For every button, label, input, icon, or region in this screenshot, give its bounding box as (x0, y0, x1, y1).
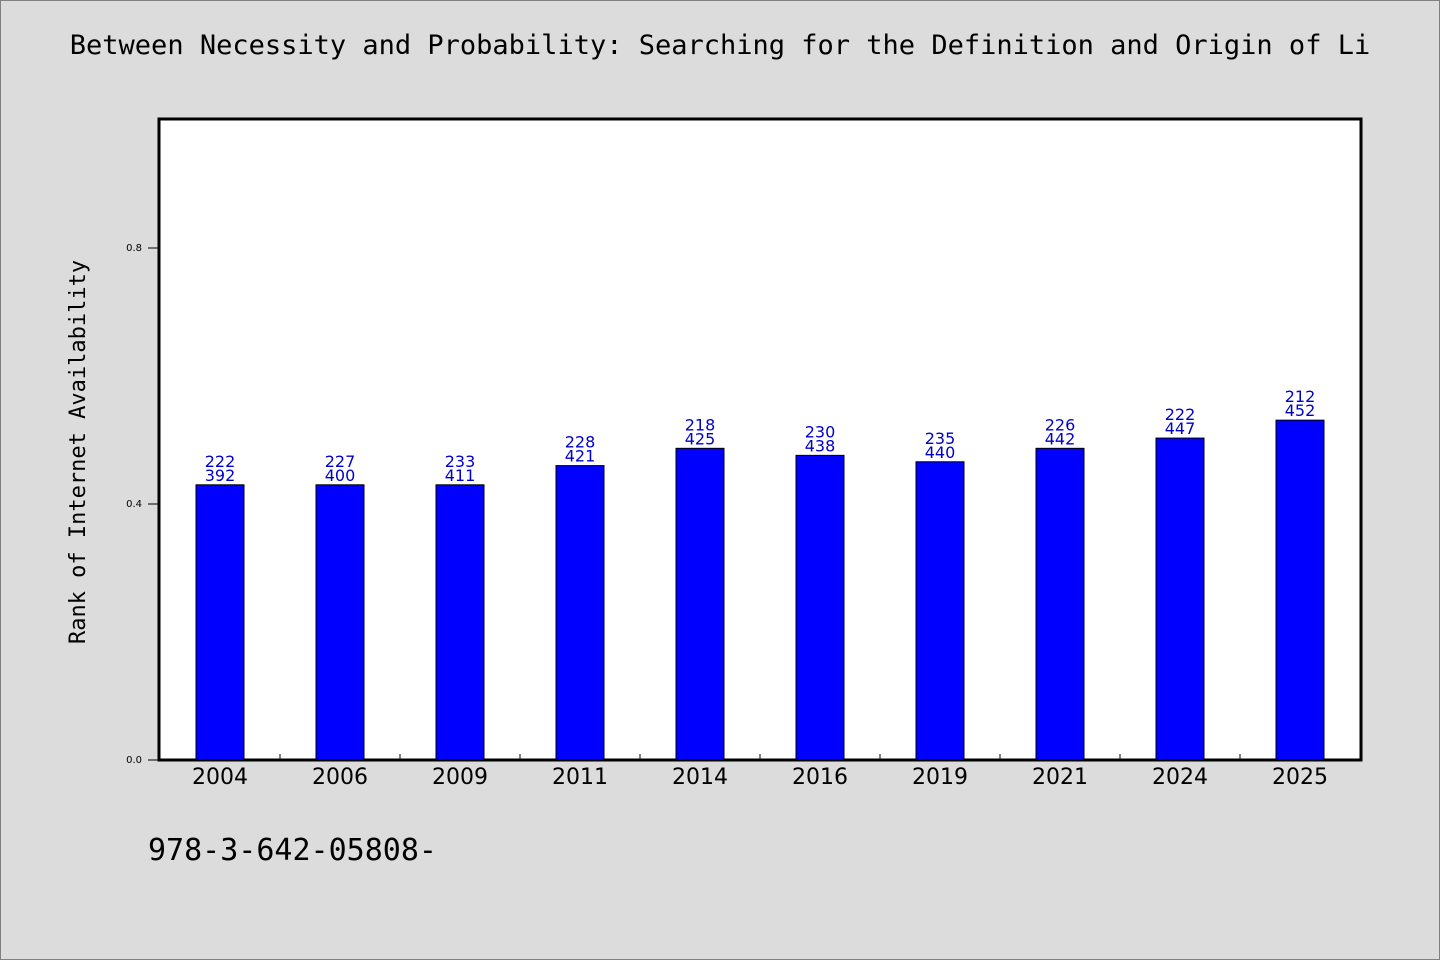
bar-label-top: 226 (1045, 415, 1076, 434)
bar-2024 (1155, 437, 1205, 761)
x-tick-label: 2025 (1272, 765, 1328, 790)
bar-label-bottom: 438 (805, 436, 836, 455)
x-tick-label: 2004 (192, 765, 248, 790)
bar-label-bottom: 442 (1045, 429, 1076, 448)
bar-2016 (795, 454, 845, 761)
x-tick-label: 2014 (672, 765, 728, 790)
bars (195, 419, 1325, 761)
x-tick-label: 2009 (432, 765, 488, 790)
y-axis-ticks: 0.0 0.4 0.8 (126, 243, 160, 766)
bar-label-bottom: 452 (1285, 401, 1316, 420)
bar-2011 (555, 465, 605, 761)
x-axis-ticks: 2004 2006 2009 2011 2014 2016 2019 2021 2024 2025 (192, 754, 1328, 790)
bar-label-bottom: 411 (445, 466, 476, 485)
bar-label-top: 235 (925, 429, 956, 448)
bar-label-top: 228 (565, 433, 596, 452)
x-tick-label: 2011 (552, 765, 608, 790)
bar-label-bottom: 392 (205, 466, 236, 485)
x-tick-label: 2016 (792, 765, 848, 790)
bar-2025 (1275, 419, 1325, 761)
bar-label-top: 222 (205, 452, 236, 471)
chart-title: Between Necessity and Probability: Searc… (69, 30, 1371, 61)
bar-label-top: 218 (685, 415, 716, 434)
bar-label-bottom: 421 (565, 447, 596, 466)
y-tick-label: 0.8 (126, 243, 142, 254)
footnote: 978-3-642-05808- (148, 833, 437, 868)
y-tick-label: 0.0 (126, 755, 142, 766)
x-tick-label: 2019 (912, 765, 968, 790)
bar-label-bottom: 425 (685, 429, 716, 448)
bar-label-bottom: 447 (1165, 419, 1196, 438)
bar-label-top: 227 (325, 452, 356, 471)
bar-label-top: 212 (1285, 387, 1316, 406)
y-tick-label: 0.4 (126, 499, 142, 510)
bar-2019 (915, 461, 965, 761)
x-tick-label: 2021 (1032, 765, 1088, 790)
bar-label-top: 222 (1165, 405, 1196, 424)
bar-label-bottom: 400 (325, 466, 356, 485)
x-tick-label: 2024 (1152, 765, 1208, 790)
bar-label-top: 233 (445, 452, 476, 471)
bar-2009 (435, 484, 485, 761)
bar-2004 (195, 484, 245, 761)
bar-2014 (675, 447, 725, 761)
bar-label-top: 230 (805, 422, 836, 441)
x-tick-label: 2006 (312, 765, 368, 790)
bar-2021 (1035, 447, 1085, 761)
y-axis-label: Rank of Internet Availability (66, 260, 91, 644)
bar-2006 (315, 484, 365, 761)
bar-label-bottom: 440 (925, 443, 956, 462)
